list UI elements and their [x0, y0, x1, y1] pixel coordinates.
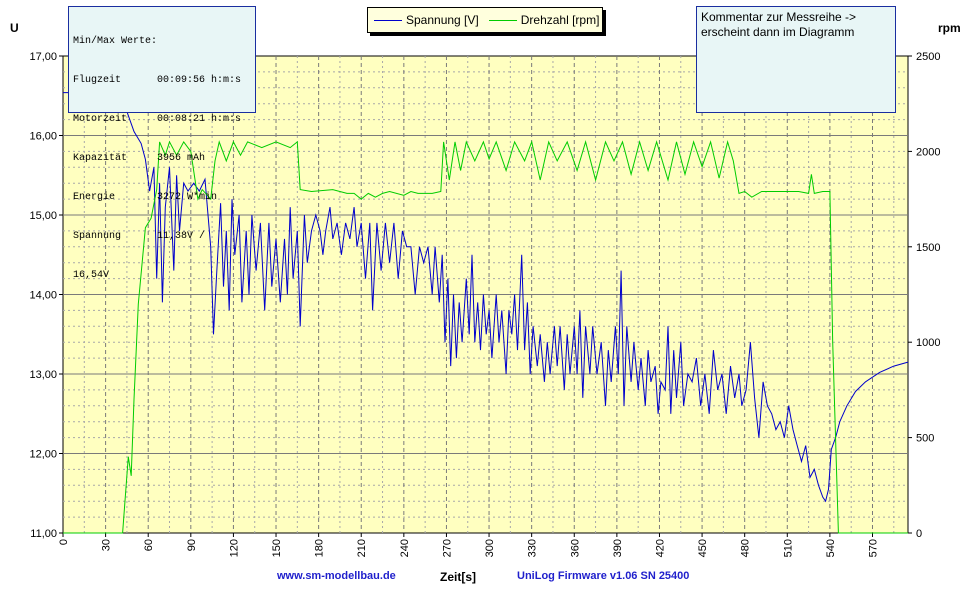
right-axis-ticks: 0 500 1000 1500 2000 2500 [908, 51, 940, 540]
x-tick-label: 180 [314, 539, 326, 557]
left-tick-label: 17,00 [29, 51, 57, 63]
minmax-row: Flugzeit 00:09:56 h:m:s [73, 74, 255, 87]
minmax-row: Energie 3272 W*min [73, 191, 255, 204]
minmax-value: 3956 mAh [157, 153, 206, 164]
right-tick-label: 0 [916, 528, 922, 540]
right-tick-label: 1000 [916, 337, 940, 349]
x-tick-label: 60 [143, 539, 155, 551]
x-tick-label: 390 [612, 539, 624, 557]
minmax-row: Spannung 11,38V / [73, 230, 255, 243]
left-axis-title: U [10, 21, 19, 35]
x-tick-label: 210 [356, 539, 368, 557]
left-axis-ticks: 11,00 12,00 13,00 14,00 15,00 16,00 17,00 [29, 51, 63, 540]
comment-line: Kommentar zur Messreihe -> [701, 10, 857, 24]
minmax-value: 3272 W*min [157, 192, 218, 203]
x-tick-label: 30 [101, 539, 113, 551]
right-axis-title: rpm [938, 21, 961, 35]
x-tick-label: 270 [441, 539, 453, 557]
x-tick-label: 360 [569, 539, 581, 557]
x-tick-label: 570 [867, 539, 879, 557]
legend: Spannung [V] Drehzahl [rpm] [367, 7, 603, 33]
right-tick-label: 2500 [916, 51, 940, 63]
minmax-extra: 16,54V [73, 270, 110, 281]
minmax-key: Flugzeit [73, 75, 122, 86]
legend-swatch-voltage [374, 19, 402, 21]
legend-label-voltage: Spannung [V] [406, 13, 479, 27]
minmax-box: Min/Max Werte: Flugzeit 00:09:56 h:m:s Mo… [68, 6, 256, 281]
legend-swatch-rpm [488, 19, 517, 21]
legend-item-rpm: Drehzahl [rpm] [488, 13, 600, 27]
x-tick-label: 90 [186, 539, 198, 551]
minmax-key: Motorzeit [73, 114, 128, 125]
x-tick-label: 300 [484, 539, 496, 557]
series-line-rpm [63, 139, 908, 534]
minmax-key: Spannung [73, 231, 122, 242]
x-tick-label: 240 [399, 539, 411, 557]
x-tick-label: 120 [228, 539, 240, 557]
firmware-label: UniLog Firmware v1.06 SN 25400 [517, 570, 690, 582]
legend-label-rpm: Drehzahl [rpm] [520, 13, 600, 27]
minmax-value: 00:08:21 h:m:s [157, 114, 242, 125]
x-tick-label: 510 [782, 539, 794, 557]
x-tick-label: 480 [740, 539, 752, 557]
right-tick-label: 500 [916, 433, 934, 445]
left-tick-label: 14,00 [29, 290, 57, 302]
minmax-key: Kapazität [73, 153, 128, 164]
series-group [63, 92, 909, 534]
minmax-key: Energie [73, 192, 116, 203]
website-label: www.sm-modellbau.de [277, 570, 396, 582]
x-tick-label: 450 [697, 539, 709, 557]
left-tick-label: 16,00 [29, 131, 57, 143]
x-tick-label: 420 [654, 539, 666, 557]
minmax-value: 11,38V / [157, 231, 206, 242]
minmax-row: Motorzeit 00:08:21 h:m:s [73, 113, 255, 126]
series-line-voltage [63, 92, 909, 503]
x-tick-label: 330 [527, 539, 539, 557]
x-tick-label: 150 [271, 539, 283, 557]
left-tick-label: 11,00 [30, 528, 57, 540]
legend-item-voltage: Spannung [V] [374, 13, 479, 27]
x-tick-label: 540 [825, 539, 837, 557]
comment-line: erscheint dann im Diagramm [701, 25, 855, 39]
left-tick-label: 12,00 [29, 449, 57, 461]
right-tick-label: 2000 [916, 146, 940, 158]
minmax-header: Min/Max Werte: [73, 36, 158, 47]
x-axis-ticks: 0 30 60 90 120 150 180 210 240 270 300 330 360 390 420… [58, 533, 879, 557]
comment-box: Kommentar zur Messreihe -> erscheint dan… [696, 6, 896, 113]
left-tick-label: 13,00 [29, 369, 57, 381]
minmax-value: 00:09:56 h:m:s [157, 75, 242, 86]
x-tick-label: 0 [58, 539, 70, 545]
left-tick-label: 15,00 [29, 210, 57, 222]
x-axis-title: Zeit[s] [440, 570, 476, 584]
minmax-row: Kapazität 3956 mAh [73, 152, 255, 165]
right-tick-label: 1500 [916, 242, 940, 254]
